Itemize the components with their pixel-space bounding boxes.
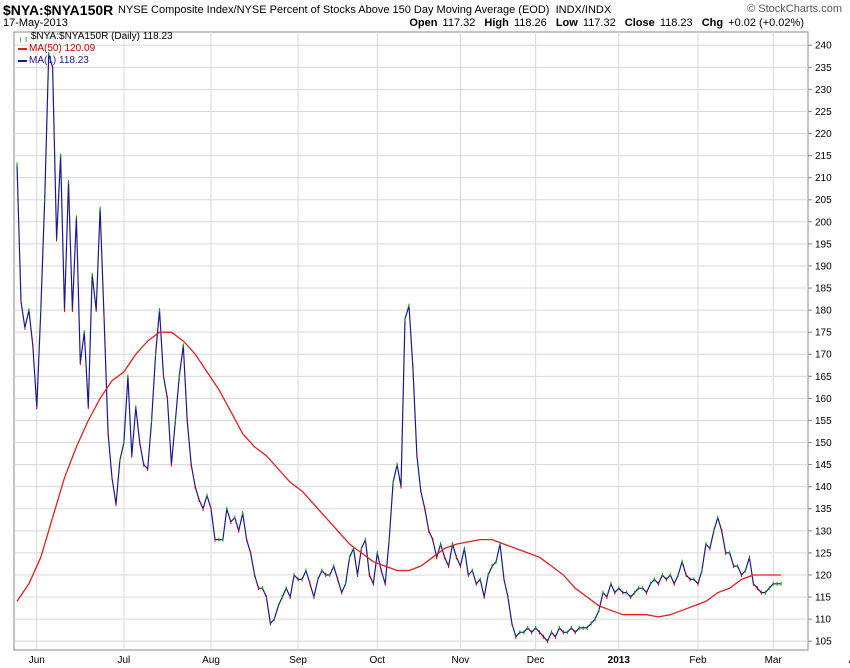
high-value: 118.26: [513, 17, 547, 29]
y-tick-label: 170: [815, 350, 832, 361]
open-value: 117.32: [442, 17, 476, 29]
y-tick-label: 185: [815, 284, 832, 295]
chg-value: +0.02 (+0.02%): [728, 17, 804, 29]
y-axis: 105 110 115 120 125 130 135 140 145 150 155 160 165 1…: [808, 41, 832, 648]
series-line-ma1: [16, 53, 782, 642]
legend-ma1-label: MA(1) 118.23: [29, 55, 89, 66]
y-tick-label: 235: [815, 63, 832, 74]
x-tick-label: Dec: [527, 655, 545, 666]
y-tick-label: 165: [815, 372, 832, 383]
grid-lines: [14, 32, 808, 650]
legend-ma1: MA(1) 118.23: [18, 55, 173, 67]
y-tick-label: 115: [815, 593, 831, 604]
high-label: High: [484, 17, 509, 29]
ma50-swatch: [18, 48, 27, 50]
open-label: Open: [409, 17, 438, 29]
symbol-description: NYSE Composite Index/NYSE Percent of Sto…: [118, 4, 611, 16]
y-tick-label: 190: [815, 261, 832, 272]
low-value: 117.32: [582, 17, 616, 29]
y-tick-label: 155: [815, 416, 832, 427]
y-tick-label: 225: [815, 107, 832, 118]
chart-header: $NYA:$NYA150R NYSE Composite Index/NYSE …: [0, 0, 850, 32]
y-tick-label: 175: [815, 328, 832, 339]
y-tick-label: 110: [815, 615, 831, 626]
y-tick-label: 150: [815, 438, 832, 449]
y-tick-label: 160: [815, 394, 832, 405]
x-axis: JunJulAugSepOctNovDec2013FebMarAprMay: [29, 655, 850, 666]
x-tick-label: Mar: [765, 655, 783, 666]
exchange-text: INDX/INDX: [555, 4, 612, 16]
y-tick-label: 200: [815, 217, 832, 228]
low-label: Low: [555, 17, 578, 29]
brand-watermark: © StockCharts.com: [747, 3, 842, 15]
y-tick-label: 130: [815, 526, 832, 537]
x-tick-label: Jul: [117, 655, 130, 666]
y-tick-label: 230: [815, 85, 832, 96]
ma1-swatch: [18, 60, 27, 62]
chg-label: Chg: [701, 17, 724, 29]
ohlc-icon: ╷╷: [18, 32, 29, 42]
series-line-ma50: [16, 331, 782, 618]
x-tick-label: Sep: [289, 655, 307, 666]
y-tick-label: 135: [815, 504, 832, 515]
x-tick-label: 2013: [608, 655, 631, 666]
legend-price: ╷╷ $NYA:$NYA150R (Daily) 118.23: [18, 31, 173, 43]
legend-ma50: MA(50) 120.09: [18, 43, 173, 55]
x-tick-label: Apr: [849, 655, 850, 666]
y-tick-label: 145: [815, 460, 832, 471]
y-tick-label: 210: [815, 173, 832, 184]
description-text: NYSE Composite Index/NYSE Percent of Sto…: [118, 4, 550, 16]
symbol-title: $NYA:$NYA150R: [3, 2, 114, 18]
chart-legend: ╷╷ $NYA:$NYA150R (Daily) 118.23 MA(50) 12…: [18, 31, 173, 67]
x-tick-label: Feb: [689, 655, 707, 666]
chart-date: 17-May-2013: [3, 17, 68, 29]
y-tick-label: 195: [815, 239, 832, 250]
x-tick-label: Jun: [29, 655, 45, 666]
y-tick-label: 140: [815, 482, 832, 493]
legend-ma50-label: MA(50) 120.09: [29, 43, 96, 54]
y-tick-label: 120: [815, 570, 832, 581]
series-layer: [16, 52, 782, 644]
legend-price-label: $NYA:$NYA150R (Daily) 118.23: [30, 31, 173, 42]
close-value: 118.23: [659, 17, 693, 29]
y-tick-label: 205: [815, 195, 832, 206]
y-tick-label: 240: [815, 41, 832, 52]
y-tick-label: 220: [815, 129, 832, 140]
x-tick-label: Nov: [452, 655, 470, 666]
y-tick-label: 215: [815, 151, 832, 162]
x-tick-label: Aug: [202, 655, 220, 666]
close-label: Close: [624, 17, 655, 29]
y-tick-label: 180: [815, 306, 832, 317]
quote-strip: Open 117.32 High 118.26 Low 117.32 Close…: [409, 17, 804, 29]
x-tick-label: Oct: [370, 655, 386, 666]
y-tick-label: 105: [815, 637, 832, 648]
y-tick-label: 125: [815, 548, 832, 559]
